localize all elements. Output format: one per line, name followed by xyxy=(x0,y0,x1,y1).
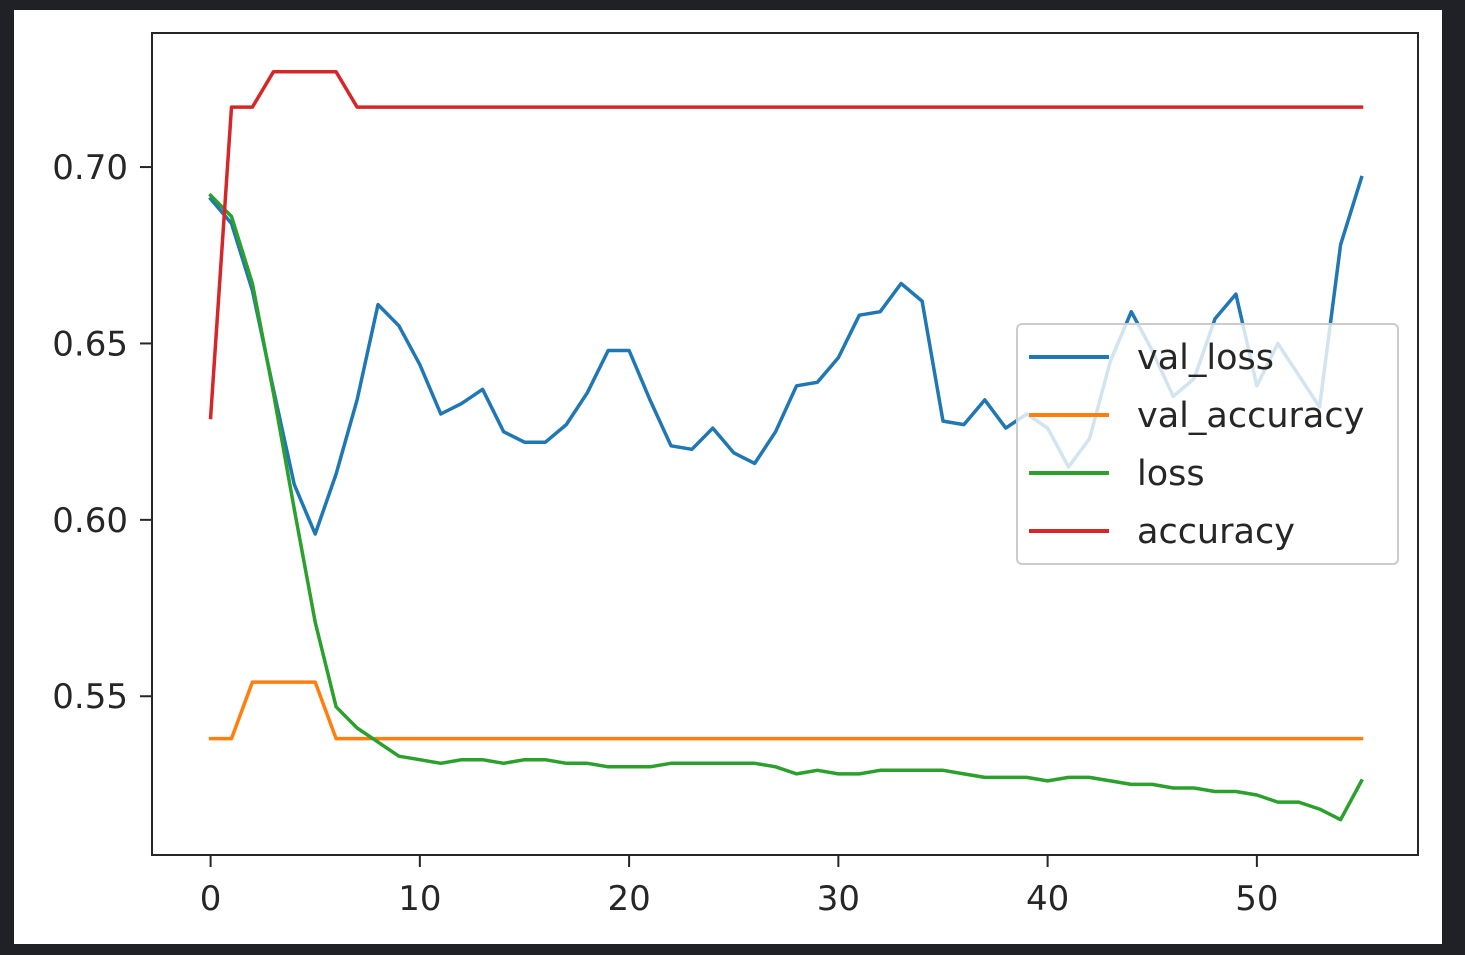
x-tick-label: 30 xyxy=(817,879,860,919)
x-tick-label: 10 xyxy=(398,879,441,919)
line-chart: 0 10 20 30 40 50 0.550.600.650.70 val_lossval… xyxy=(52,32,1419,919)
legend-box xyxy=(1016,323,1399,565)
y-tick-label: 0.60 xyxy=(52,501,128,541)
y-axis: 0.55 0.60 0.65 0.70 xyxy=(52,148,152,717)
legend-label: accuracy xyxy=(1137,512,1295,552)
chart-figure: 0 10 20 30 40 50 0.55 0.60 0.65 0.70 val_loss val… xyxy=(14,10,1442,944)
x-tick-label: 50 xyxy=(1235,879,1278,919)
y-tick-label: 0.70 xyxy=(52,148,128,188)
x-axis: 0 10 20 30 40 50 xyxy=(200,855,1279,919)
legend-label: val_accuracy xyxy=(1137,396,1364,436)
x-tick-label: 40 xyxy=(1026,879,1069,919)
y-tick-label: 0.55 xyxy=(52,677,128,717)
x-tick-label: 20 xyxy=(607,879,650,919)
series-line-val-accuracy xyxy=(208,680,1364,741)
series-line-loss xyxy=(208,192,1364,822)
plot-frame xyxy=(151,32,1419,856)
series-line-accuracy xyxy=(208,70,1364,420)
y-tick-label: 0.65 xyxy=(52,324,128,364)
legend-label: loss xyxy=(1137,454,1205,494)
legend-label: val_loss xyxy=(1137,338,1274,378)
x-tick-label: 0 xyxy=(200,879,222,919)
